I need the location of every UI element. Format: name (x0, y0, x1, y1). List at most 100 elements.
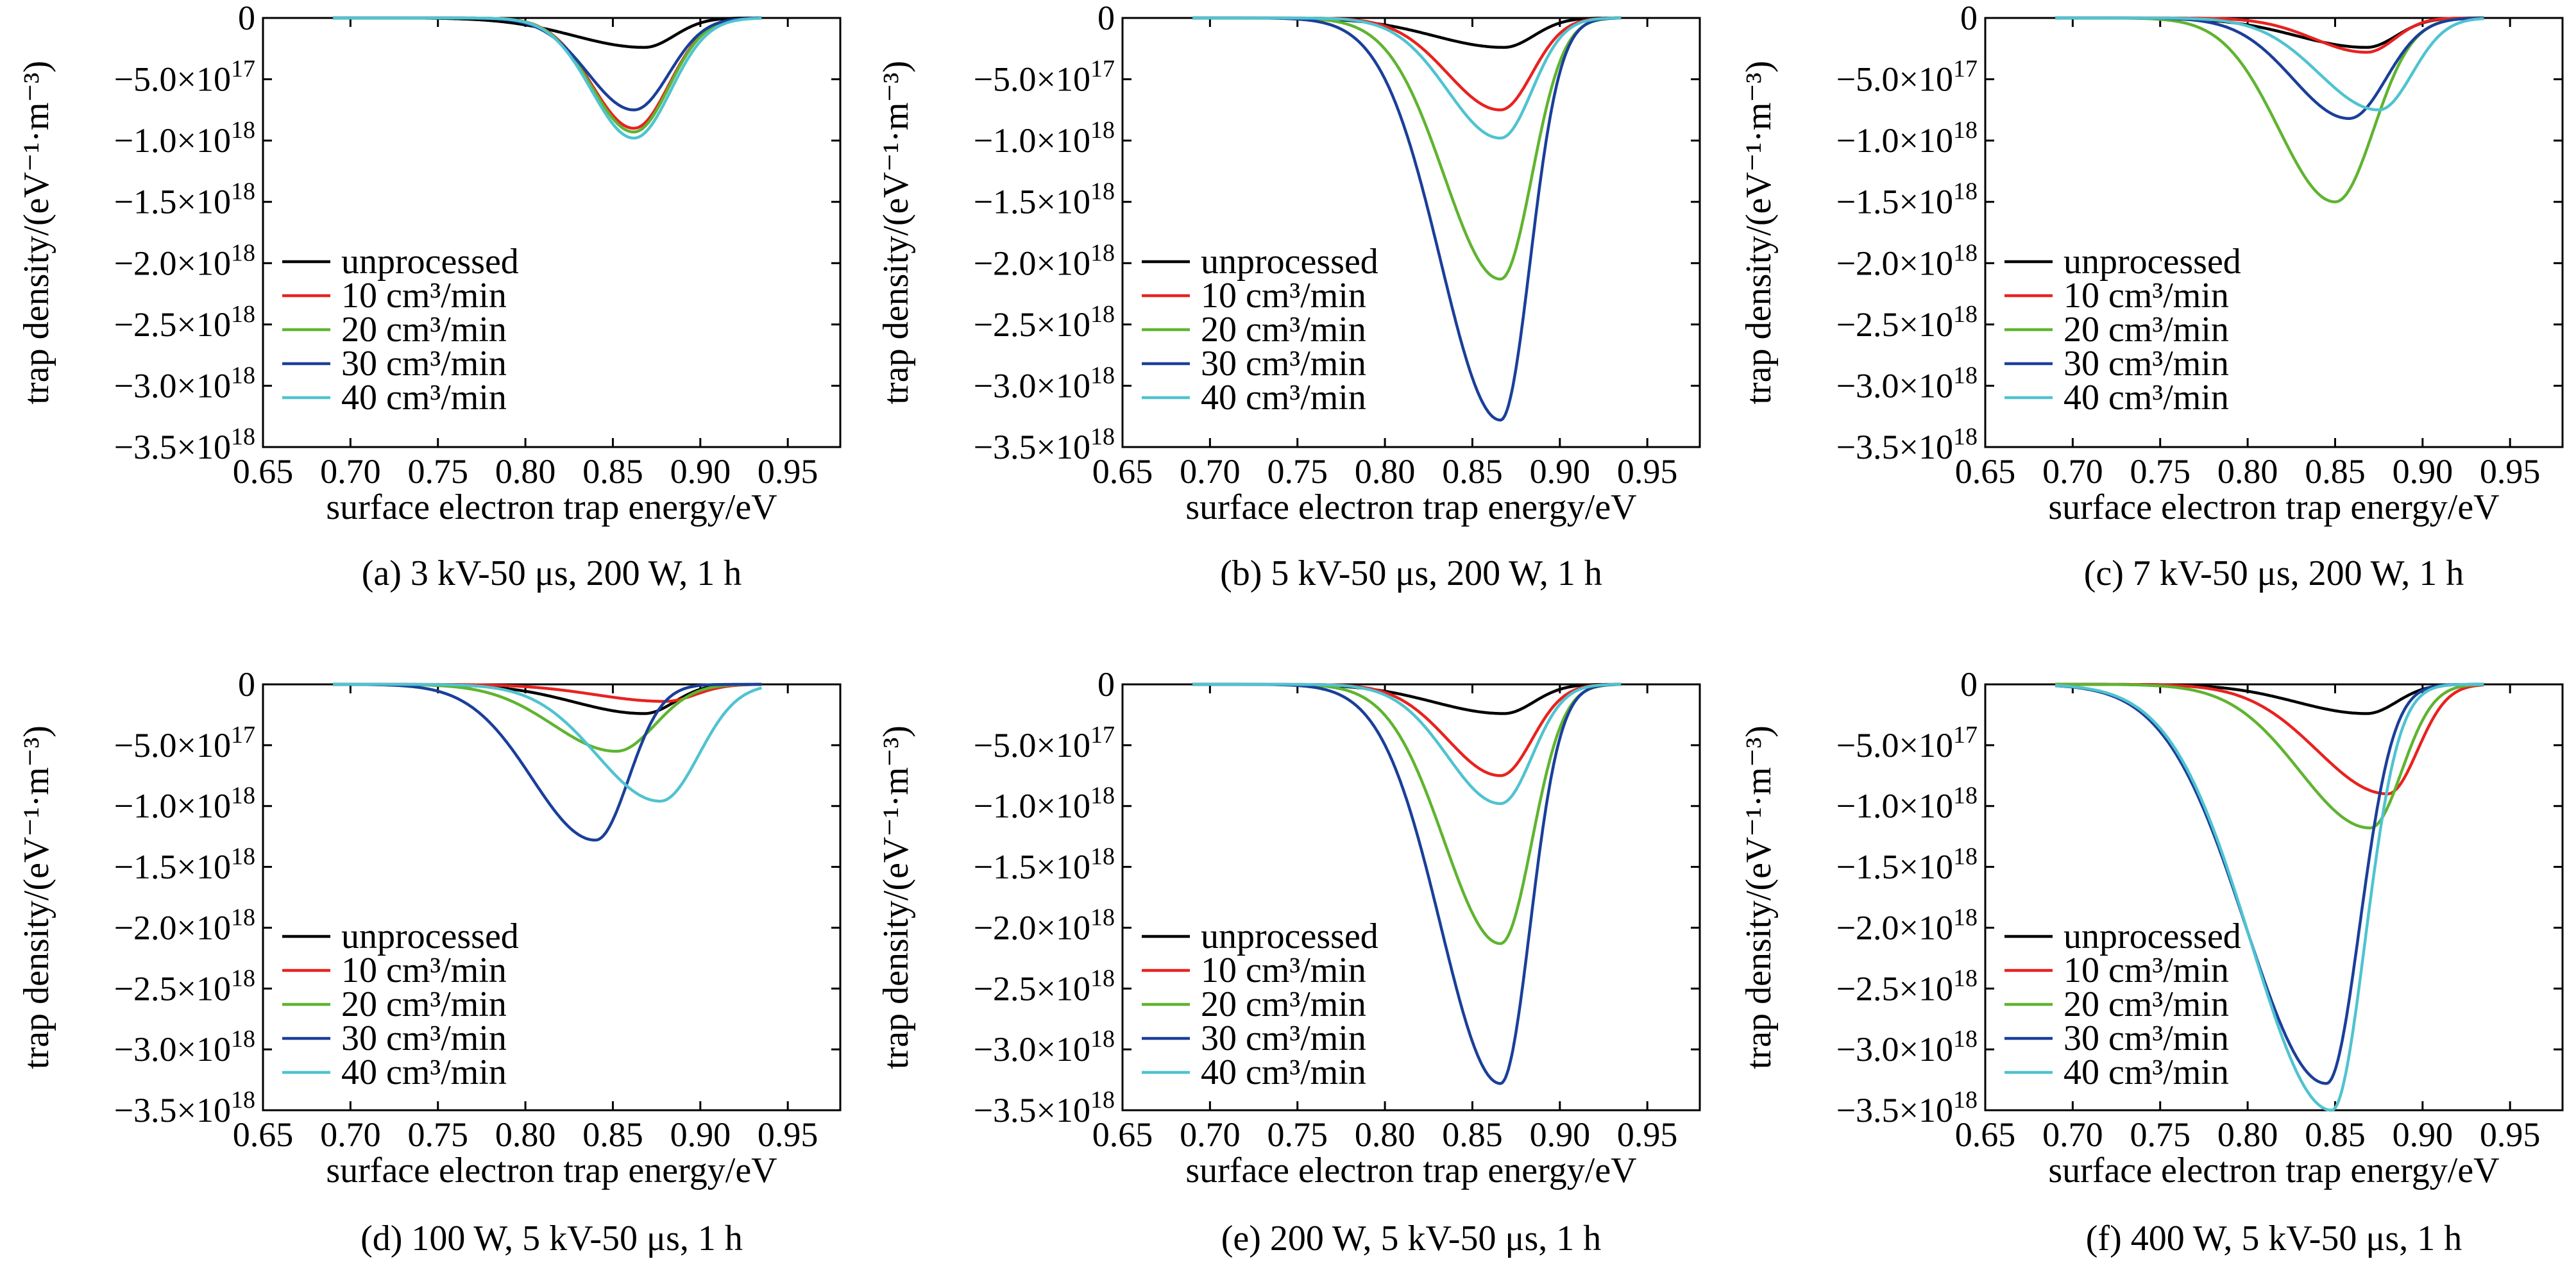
y-tick-exponent: 18 (1090, 782, 1115, 809)
y-tick-mantissa: −1.5×10 (974, 183, 1090, 221)
y-tick-mantissa: −1.0×10 (114, 121, 231, 160)
y-tick-exponent: 18 (231, 423, 255, 450)
x-tick-label: 0.95 (2480, 452, 2541, 491)
y-tick-label: 0 (238, 0, 255, 37)
y-tick-exponent: 18 (231, 1026, 255, 1053)
x-tick-label: 0.70 (1180, 1115, 1241, 1154)
x-tick-label: 0.80 (495, 452, 556, 491)
y-tick-exponent: 18 (1090, 301, 1115, 328)
y-tick-label: −2.5×1018 (974, 301, 1115, 344)
y-tick-label: −3.0×1018 (114, 1026, 255, 1069)
y-tick-exponent: 18 (1090, 178, 1115, 205)
legend-label: 40 cm³/min (1201, 378, 1366, 418)
y-tick-exponent: 18 (1090, 362, 1115, 389)
y-tick-mantissa: −2.0×10 (1836, 908, 1953, 947)
legend-label: 10 cm³/min (341, 276, 507, 316)
y-tick-mantissa: 0 (1960, 665, 1978, 704)
y-tick-exponent: 18 (1953, 782, 1978, 809)
y-tick-label: −3.5×1018 (114, 1087, 255, 1129)
y-tick-exponent: 18 (231, 843, 255, 870)
series-line (333, 16, 762, 140)
y-tick-label: −2.5×1018 (1836, 965, 1978, 1008)
y-tick-exponent: 18 (1953, 362, 1978, 389)
y-tick-exponent: 18 (1953, 904, 1978, 931)
y-tick-mantissa: −2.5×10 (974, 305, 1090, 344)
y-tick-mantissa: 0 (1097, 665, 1115, 704)
legend-label: 40 cm³/min (2063, 378, 2229, 418)
x-tick-label: 0.75 (2130, 452, 2190, 491)
plot-frame (262, 683, 842, 1112)
legend-label: 30 cm³/min (1201, 344, 1366, 384)
x-tick-label: 0.75 (1267, 452, 1328, 491)
series-line (1192, 682, 1622, 806)
y-tick-label: −2.5×1018 (974, 965, 1115, 1008)
x-tick-label: 0.95 (1617, 1115, 1678, 1154)
y-axis-label: trap density/(eV⁻¹·m⁻³) (1739, 61, 1779, 405)
legend-label: 30 cm³/min (341, 344, 507, 384)
legend-label: 10 cm³/min (341, 951, 507, 990)
y-tick-exponent: 18 (231, 239, 255, 266)
chart-panel: 0.65 0.70 0.75 0.80 0.85 0.90 0.950−5.0×1017−1… (876, 665, 1701, 1258)
y-tick-label: −3.5×1018 (974, 1087, 1115, 1129)
legend-label: 20 cm³/min (1201, 985, 1366, 1024)
y-tick-label: −2.0×1018 (114, 239, 255, 282)
x-tick-label: 0.90 (1530, 452, 1591, 491)
y-tick-label: −3.5×1018 (1836, 423, 1978, 466)
y-tick-label: −5.0×1017 (114, 722, 255, 765)
legend-label: 30 cm³/min (2063, 344, 2229, 384)
y-tick-exponent: 18 (1090, 1026, 1115, 1053)
y-tick-mantissa: −3.5×10 (114, 1091, 231, 1129)
y-tick-label: −3.0×1018 (114, 362, 255, 405)
x-tick-label: 0.85 (1442, 1115, 1503, 1154)
x-tick-label: 0.70 (320, 1115, 381, 1154)
y-tick-exponent: 18 (1090, 965, 1115, 992)
legend-label: 30 cm³/min (2063, 1019, 2229, 1058)
y-tick-mantissa: −2.5×10 (1836, 969, 1953, 1008)
x-tick-label: 0.65 (233, 1115, 294, 1154)
y-tick-mantissa: 0 (1960, 0, 1978, 37)
panel-caption: (b) 5 kV-50 μs, 200 W, 1 h (1220, 554, 1602, 593)
panel-caption: (a) 3 kV-50 μs, 200 W, 1 h (362, 554, 742, 593)
chart-panel: 0.65 0.70 0.75 0.80 0.85 0.90 0.950−5.0×1017−1… (1739, 665, 2564, 1258)
legend-label: 40 cm³/min (2063, 1053, 2229, 1092)
y-tick-exponent: 18 (1090, 904, 1115, 931)
series-line (2055, 16, 2484, 203)
y-tick-label: −5.0×1017 (114, 56, 255, 99)
x-tick-label: 0.65 (1092, 1115, 1153, 1154)
legend-label: unprocessed (341, 917, 519, 956)
x-tick-label: 0.75 (2130, 1115, 2190, 1154)
x-tick-label: 0.85 (582, 1115, 643, 1154)
plot-frame (262, 17, 842, 448)
plot-frame (1121, 683, 1701, 1112)
y-tick-exponent: 18 (1953, 965, 1978, 992)
legend-label: unprocessed (1201, 242, 1378, 282)
x-tick-label: 0.95 (758, 1115, 818, 1154)
y-tick-label: −2.5×1018 (114, 301, 255, 344)
y-tick-mantissa: −1.5×10 (1836, 183, 1953, 221)
y-tick-mantissa: −3.0×10 (974, 366, 1090, 405)
y-tick-mantissa: −2.0×10 (114, 908, 231, 947)
y-tick-mantissa: −1.0×10 (1836, 121, 1953, 160)
y-tick-mantissa: −5.0×10 (1836, 726, 1953, 765)
legend-label: 20 cm³/min (2063, 985, 2229, 1024)
y-tick-exponent: 17 (231, 722, 255, 748)
y-axis-label: trap density/(eV⁻¹·m⁻³) (1739, 725, 1779, 1069)
series-line (1192, 16, 1622, 281)
y-tick-mantissa: −3.5×10 (974, 428, 1090, 466)
series-line (1192, 682, 1622, 945)
y-tick-exponent: 17 (1953, 722, 1978, 748)
y-tick-exponent: 18 (231, 782, 255, 809)
x-tick-label: 0.65 (1955, 1115, 2016, 1154)
x-tick-label: 0.70 (2042, 1115, 2103, 1154)
y-tick-mantissa: 0 (238, 0, 255, 37)
y-tick-label: −1.5×1018 (1836, 843, 1978, 886)
y-tick-mantissa: −1.5×10 (114, 183, 231, 221)
x-tick-label: 0.75 (1267, 1115, 1328, 1154)
y-tick-label: −3.5×1018 (114, 423, 255, 466)
x-tick-label: 0.75 (407, 452, 468, 491)
y-tick-label: 0 (1960, 665, 1978, 704)
y-tick-label: −1.0×1018 (1836, 117, 1978, 160)
y-tick-label: −5.0×1017 (974, 722, 1115, 765)
y-tick-mantissa: −1.5×10 (114, 848, 231, 886)
y-tick-mantissa: −2.5×10 (1836, 305, 1953, 344)
